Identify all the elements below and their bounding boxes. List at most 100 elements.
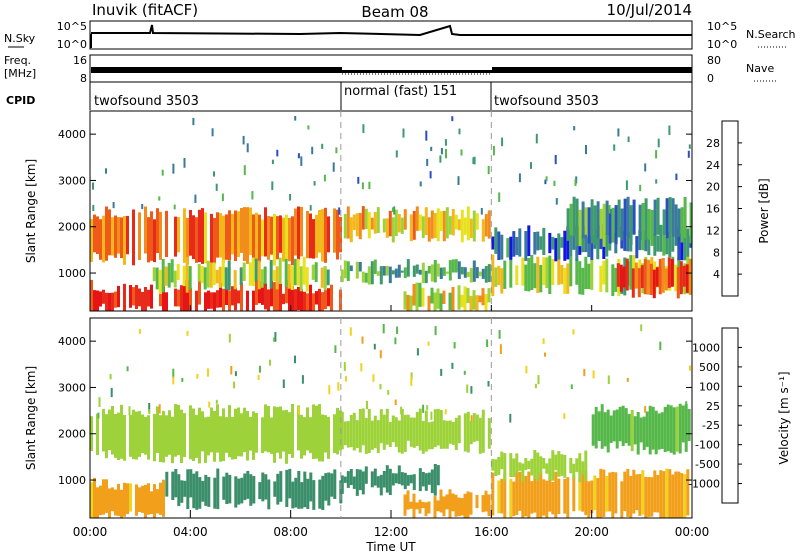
power-cell [186, 217, 189, 264]
power-cell [412, 265, 416, 277]
power-cell [330, 284, 333, 311]
velocity-cell [96, 487, 99, 518]
power-cell [484, 266, 488, 283]
velocity-cell [192, 473, 196, 509]
power-scatter-cell [627, 136, 630, 143]
power-cell [306, 293, 309, 311]
power-cell [343, 260, 347, 279]
velocity-cell [463, 413, 467, 452]
velocity-cell [385, 408, 389, 445]
velocity-cell [662, 471, 666, 518]
velocity-cell [641, 470, 645, 515]
velocity-cell [237, 407, 240, 457]
power-cell [566, 226, 570, 260]
velocity-cell [165, 415, 168, 457]
power-cell [521, 257, 525, 286]
velocity-cell [403, 494, 407, 516]
velocity-cell [207, 416, 210, 456]
velocity-colorbar-frame [721, 327, 739, 504]
power-scatter-cell [445, 148, 447, 159]
power-cell [162, 286, 165, 311]
power-cell [255, 212, 258, 265]
cpid-segment-3: twofsound 3503 [494, 94, 599, 109]
power-cell [120, 217, 123, 259]
power-cell [575, 258, 579, 285]
velocity-cell [681, 405, 685, 443]
velocity-cell [439, 489, 443, 513]
power-y-tick-label: 4000 [58, 128, 86, 141]
power-cell [303, 291, 306, 311]
power-cell [285, 214, 288, 261]
velocity-cell [632, 469, 636, 514]
power-cell [210, 213, 213, 264]
time-x-axis-label: Time UT [365, 540, 416, 554]
velocity-cell [370, 420, 374, 450]
power-cell [430, 210, 434, 239]
power-cell [436, 263, 440, 277]
power-cell [336, 209, 339, 260]
power-cell [439, 211, 443, 231]
power-cell [403, 291, 407, 310]
power-cell [469, 268, 473, 283]
velocity-cell [388, 468, 392, 495]
power-scatter-cell [530, 162, 532, 169]
power-cell [213, 218, 216, 264]
velocity-cell [343, 476, 347, 483]
velocity-cell [497, 456, 501, 475]
power-cell [644, 198, 648, 241]
velocity-cell [518, 462, 522, 471]
power-cell [252, 214, 255, 261]
velocity-cell [460, 498, 464, 516]
velocity-cell [237, 478, 241, 505]
velocity-cell [312, 480, 316, 510]
power-scatter-cell [141, 204, 144, 210]
power-scatter-cell [395, 150, 398, 158]
velocity-colorbar-tick-label: 100 [699, 380, 720, 393]
velocity-cell [536, 452, 540, 481]
power-cell [652, 269, 656, 299]
velocity-cell [219, 416, 222, 462]
velocity-cell [222, 408, 225, 462]
power-scatter-cell [335, 147, 338, 154]
power-cell [674, 204, 678, 246]
velocity-cell [297, 405, 300, 451]
velocity-cell [195, 471, 199, 510]
velocity-cell [309, 472, 313, 502]
velocity-cell [638, 474, 642, 516]
power-cell [616, 263, 620, 287]
power-cell [302, 256, 306, 285]
power-cell [527, 257, 531, 292]
power-cell [611, 207, 615, 243]
velocity-cell [198, 407, 201, 464]
velocity-cell [162, 410, 165, 463]
velocity-cell [141, 485, 144, 513]
power-scatter-cell [668, 125, 671, 135]
power-heatmap-marks [90, 116, 693, 311]
velocity-cell [503, 453, 507, 482]
power-scatter-cell [553, 180, 556, 187]
velocity-scatter-cell [207, 368, 209, 377]
velocity-cell [421, 420, 425, 454]
velocity-cell [249, 474, 253, 506]
power-cell [291, 286, 294, 311]
power-cell [436, 208, 440, 242]
power-scatter-cell [158, 196, 161, 201]
power-cell [279, 283, 282, 311]
power-cell [373, 212, 377, 234]
power-cell [288, 217, 291, 262]
power-cell [300, 289, 303, 311]
velocity-cell [156, 489, 159, 514]
power-cell [135, 285, 138, 309]
velocity-cell [515, 453, 519, 474]
velocity-scatter-cell [534, 383, 537, 389]
power-cell [623, 198, 627, 236]
velocity-cell [539, 456, 543, 474]
velocity-cell [424, 410, 428, 452]
velocity-cell [123, 415, 126, 461]
power-cell [326, 269, 330, 286]
velocity-cell [141, 414, 144, 454]
power-cell [533, 263, 537, 289]
velocity-cell [231, 416, 234, 460]
power-cell [442, 267, 446, 276]
power-cell [231, 213, 234, 255]
